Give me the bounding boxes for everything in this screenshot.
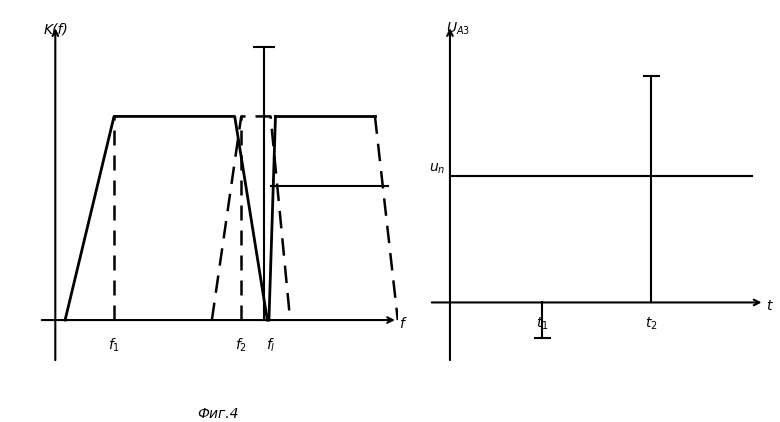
Text: $u_n$: $u_n$ [430,162,446,176]
Text: $f_l$: $f_l$ [266,336,275,354]
Text: $f_1$: $f_1$ [108,336,120,354]
Text: $U_{A3}$: $U_{A3}$ [446,21,470,37]
Text: $f_2$: $f_2$ [236,336,247,354]
Text: f: f [399,317,404,331]
Text: $t_2$: $t_2$ [645,316,658,332]
Text: $t_1$: $t_1$ [536,316,548,332]
Text: Фиг.4: Фиг.4 [197,407,239,421]
Text: K(f): K(f) [44,22,69,36]
Text: t: t [767,299,772,313]
